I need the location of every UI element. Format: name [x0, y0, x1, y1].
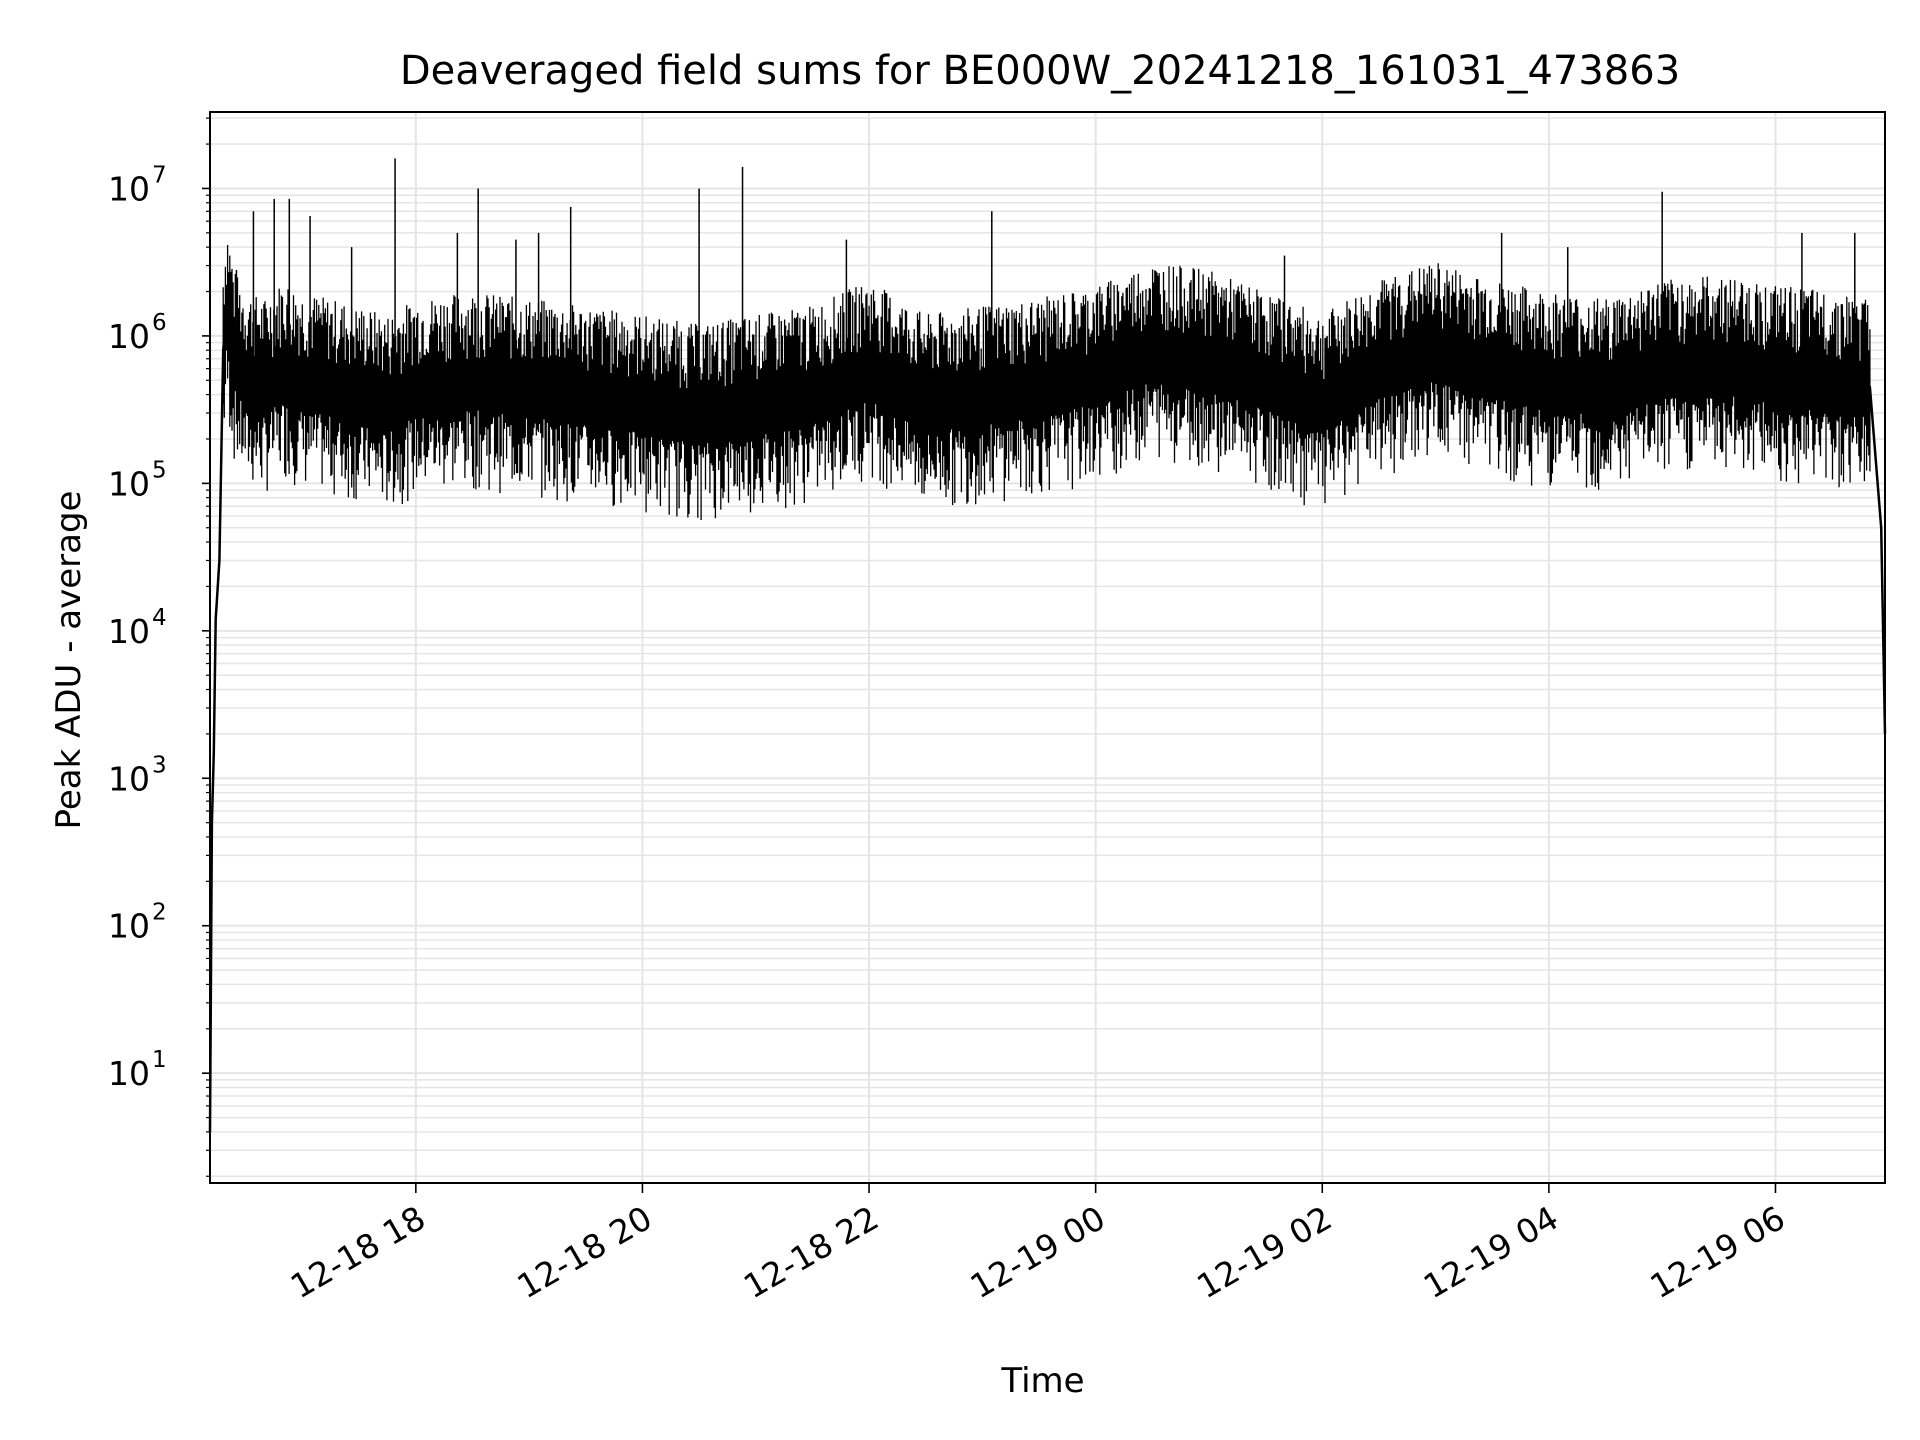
x-tick-label: 12-19 06: [1643, 1198, 1791, 1306]
y-tick-label-exponent: 6: [152, 310, 167, 336]
x-tick-label: 12-18 20: [510, 1198, 658, 1306]
plot-area: [208, 158, 1887, 1132]
grid: [210, 112, 1885, 1183]
plot-frame: [209, 111, 1886, 1184]
x-tick-label: 12-19 04: [1417, 1198, 1565, 1306]
y-tick-label-exponent: 3: [152, 752, 167, 778]
series-fluctuation-band: [222, 245, 1871, 520]
y-axis-label: Peak ADU - average: [49, 491, 89, 830]
y-tick-label-exponent: 4: [152, 605, 167, 631]
y-tick-label: 10: [108, 169, 150, 208]
y-tick-label-exponent: 1: [152, 1047, 167, 1073]
x-tick-label: 12-19 02: [1190, 1198, 1338, 1306]
y-tick-label-exponent: 2: [152, 900, 167, 926]
y-tick-label-exponent: 7: [152, 162, 167, 188]
y-tick-label: 10: [108, 612, 150, 651]
x-tick-label: 12-18 22: [737, 1198, 885, 1306]
y-tick-label: 10: [108, 907, 150, 946]
x-tick-label: 12-19 00: [964, 1198, 1112, 1306]
y-tick-label: 10: [108, 317, 150, 356]
y-tick-label-exponent: 5: [152, 457, 167, 483]
chart-title: Deaveraged field sums for BE000W_2024121…: [400, 48, 1680, 94]
x-axis-label: Time: [1000, 1361, 1084, 1401]
x-tick-label: 12-18 18: [284, 1198, 432, 1306]
y-tick-label: 10: [108, 1054, 150, 1093]
y-tick-label: 10: [108, 759, 150, 798]
y-tick-label: 10: [108, 464, 150, 503]
